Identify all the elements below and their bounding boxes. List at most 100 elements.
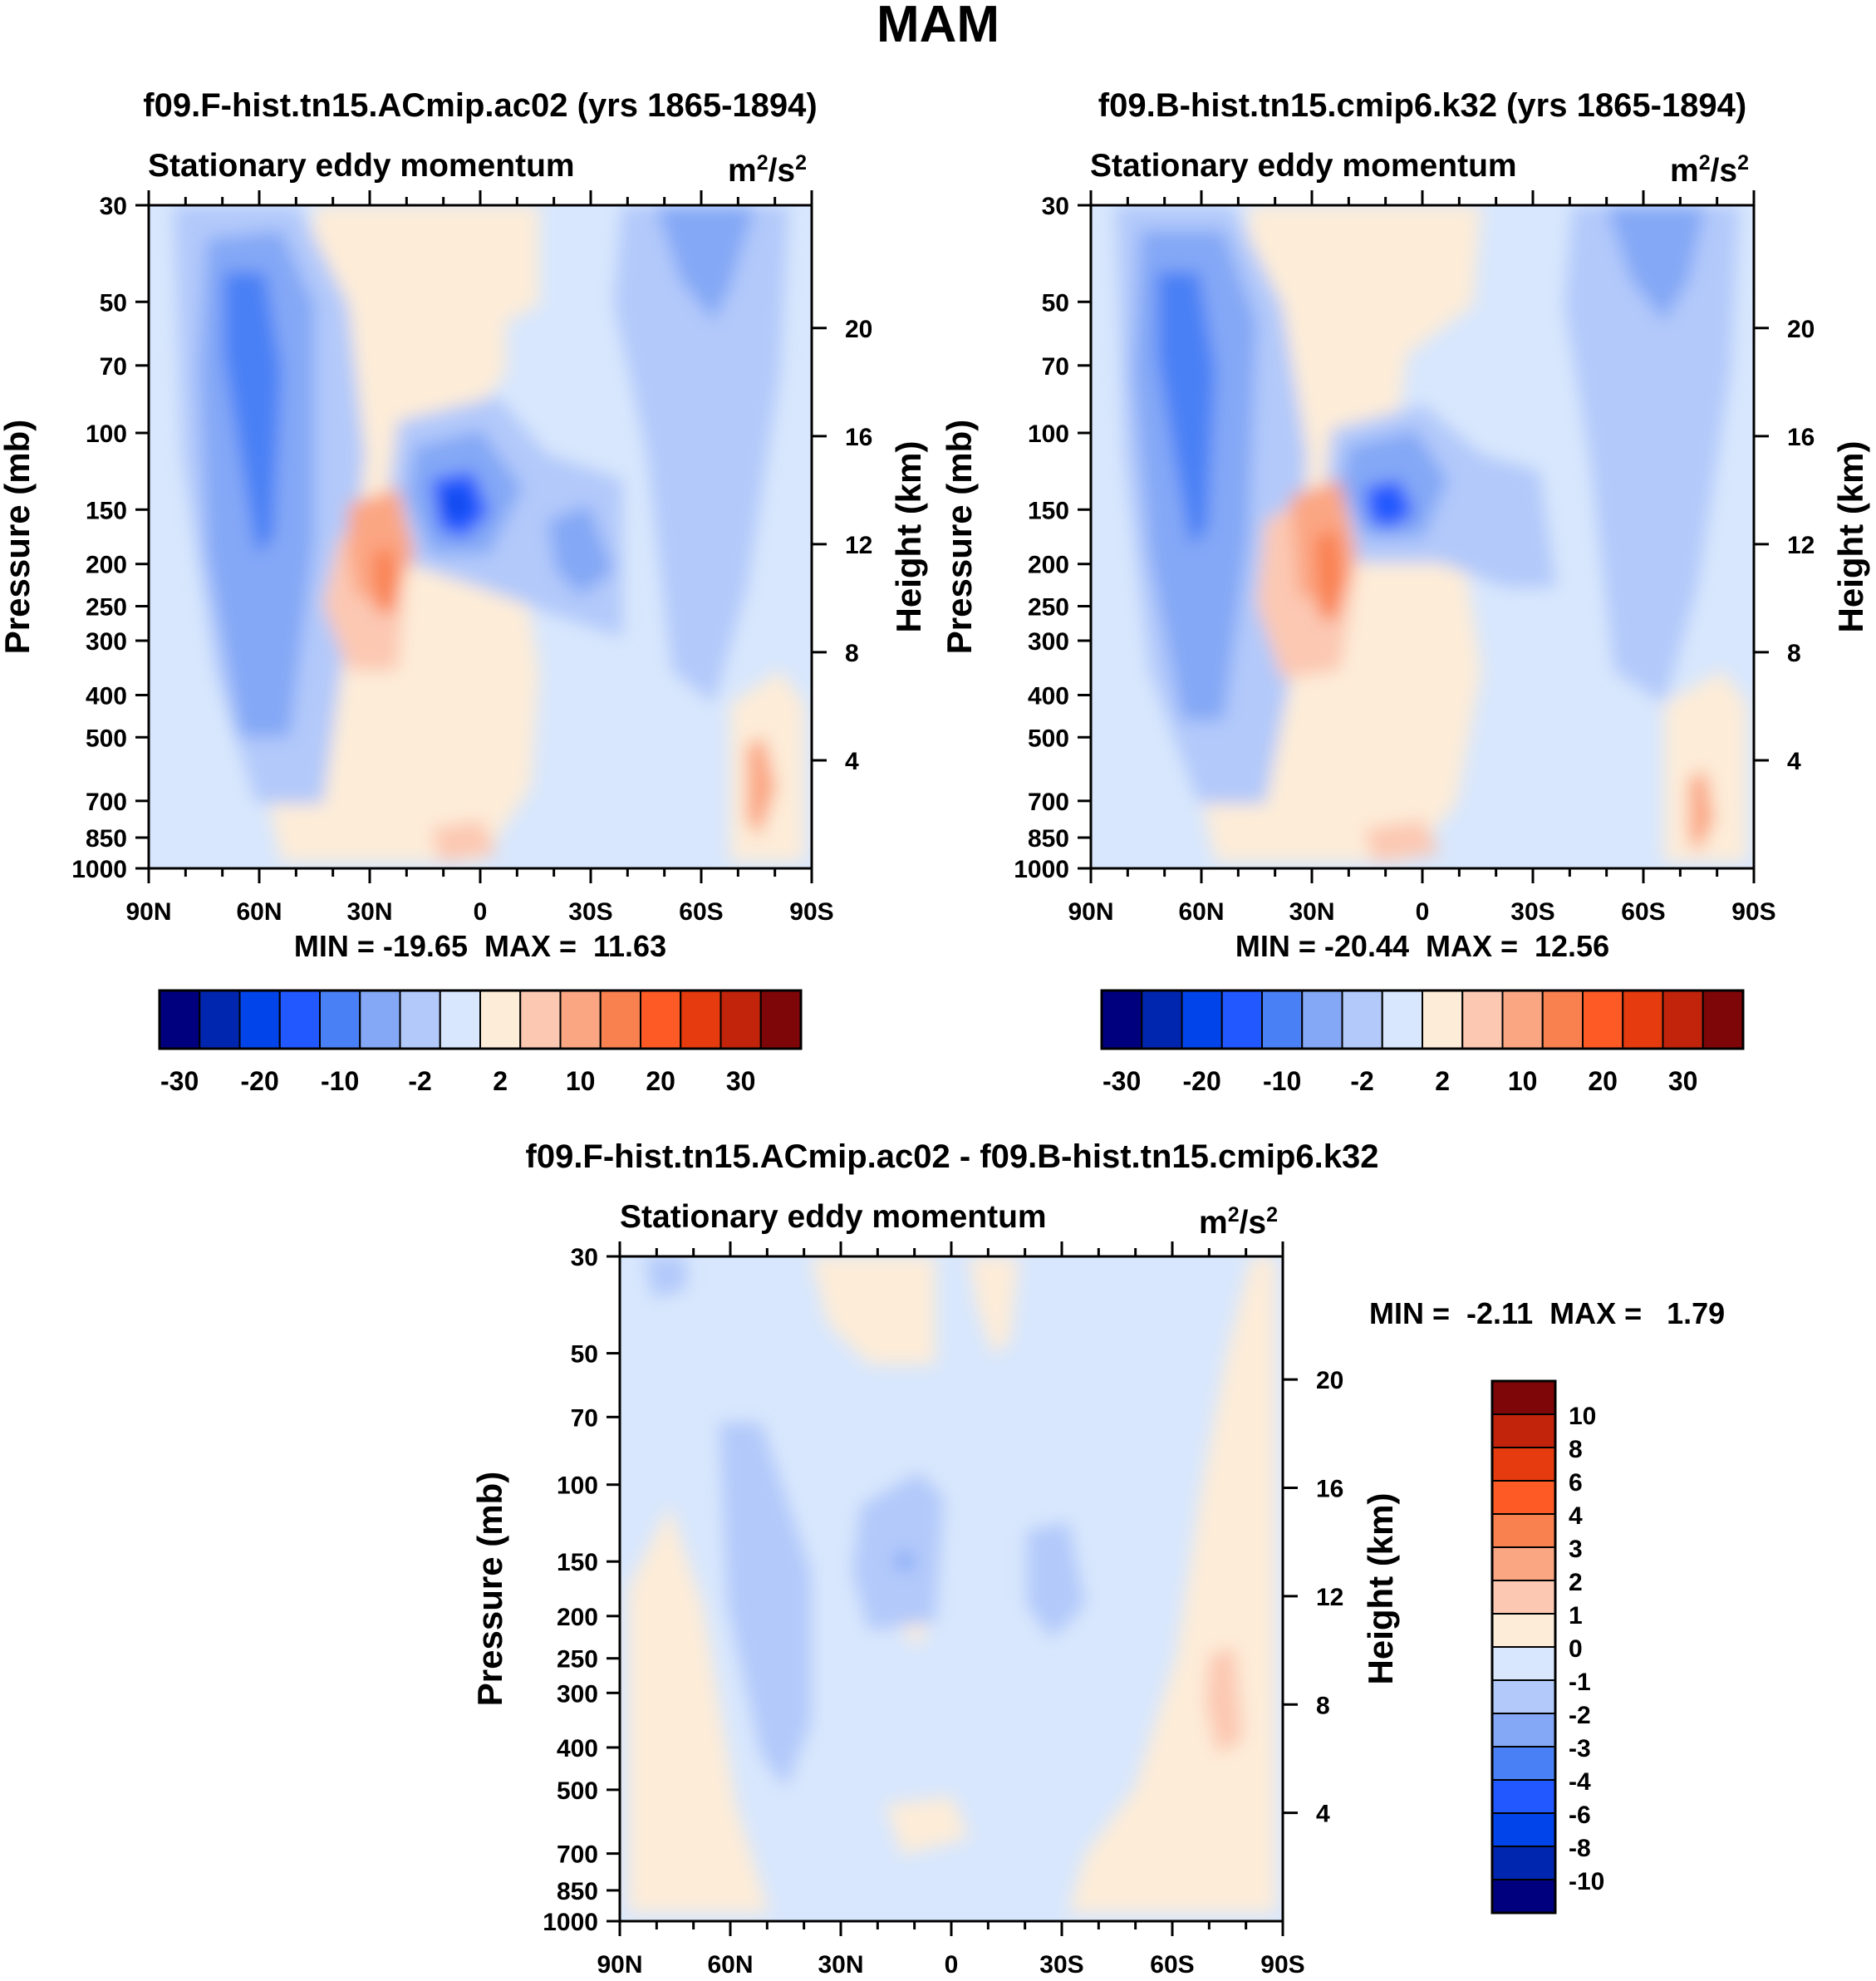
ylabel-pressure: Pressure (mb)	[0, 420, 37, 654]
positive-region	[498, 205, 539, 322]
colorbar-label: -1	[1569, 1669, 1591, 1696]
colorbar-swatch	[1491, 1413, 1556, 1448]
y-tick-label: 700	[1028, 789, 1069, 816]
colorbar-swatch	[1582, 990, 1624, 1049]
colorbar-label: -2	[408, 1066, 431, 1096]
positive-region	[431, 820, 498, 862]
colorbar-swatch	[1301, 990, 1343, 1049]
height-tick-label: 20	[845, 316, 872, 343]
y-tick-label: 700	[557, 1841, 598, 1869]
colorbar-swatch	[1491, 1546, 1556, 1581]
colorbar-label: 8	[1569, 1436, 1583, 1463]
panel-subtitle: f09.F-hist.tn15.ACmip.ac02 (yrs 1865-189…	[143, 87, 817, 124]
colorbar-label: -3	[1569, 1735, 1591, 1762]
y-tick-label: 70	[100, 353, 127, 381]
colorbar-label: -20	[241, 1066, 279, 1096]
y-tick-label: 700	[86, 789, 127, 816]
colorbar-swatch	[599, 990, 641, 1049]
panel-control: f09.F-hist.tn15.ACmip.ac02 (yrs 1865-189…	[0, 87, 928, 1096]
panel-subtitle: f09.F-hist.tn15.ACmip.ac02 - f09.B-hist.…	[526, 1138, 1379, 1175]
height-tick-label: 16	[1316, 1476, 1343, 1503]
colorbar-swatch	[1491, 1613, 1556, 1648]
y-tick-label: 100	[557, 1472, 598, 1500]
colorbar-swatch	[359, 990, 401, 1049]
colorbar-frame	[1490, 1379, 1557, 1915]
colorbar-swatch	[1220, 990, 1263, 1049]
y-tick-label: 100	[1028, 420, 1069, 448]
height-tick-label: 20	[1787, 316, 1815, 343]
colorbar-swatch	[1461, 990, 1504, 1049]
axes: 30 50 70 100 150 200 250 300 400 500 700 850 1000 20 1…	[1014, 190, 1815, 926]
negative-region	[1365, 479, 1415, 529]
x-tick-label: 90S	[1260, 1951, 1304, 1979]
x-tick-label: 60N	[236, 898, 282, 926]
positive-region	[1664, 671, 1747, 862]
positive-region	[1206, 1647, 1243, 1755]
colorbar-swatch	[1501, 990, 1544, 1049]
height-tick-label: 8	[1787, 640, 1801, 667]
y-tick-label: 500	[1028, 725, 1069, 752]
colorbar-swatch	[519, 990, 562, 1049]
colorbar-swatch	[1491, 1380, 1556, 1415]
height-tick-label: 16	[1787, 424, 1815, 451]
panel-subtitle: f09.B-hist.tn15.cmip6.k32 (yrs 1865-1894…	[1098, 87, 1746, 124]
height-tick-label: 20	[1316, 1367, 1343, 1394]
negative-region	[614, 205, 788, 704]
x-tick-label: 60N	[707, 1951, 753, 1979]
y-tick-label: 250	[557, 1646, 598, 1674]
units-label: m2/s2	[728, 151, 807, 189]
x-tick-label: 90S	[1731, 898, 1775, 926]
height-tick-label: 12	[845, 532, 872, 559]
colorbar-swatch	[1261, 990, 1304, 1049]
y-tick-label: 1000	[543, 1909, 598, 1936]
negative-region	[1564, 205, 1739, 704]
height-tick-label: 12	[1316, 1584, 1343, 1611]
colorbar-label: 10	[566, 1066, 596, 1096]
colorbar-label: 10	[1569, 1403, 1596, 1430]
colorbar-swatch	[719, 990, 762, 1049]
y-tick-label: 400	[1028, 682, 1069, 710]
y-tick-label: 500	[557, 1777, 598, 1805]
colorbar-swatch	[1491, 1812, 1556, 1847]
height-tick-label: 8	[1316, 1692, 1330, 1719]
axes: 30 50 70 100 150 200 250 300 400 500 700 850 1000 20 1…	[71, 190, 872, 926]
y-tick-label: 400	[557, 1735, 598, 1762]
negative-region	[645, 1256, 686, 1298]
colorbar: -30 -20 -10 -2 2 10 20 30	[1100, 989, 1745, 1096]
positive-region	[747, 737, 776, 837]
positive-region	[348, 488, 415, 604]
height-tick-label: 8	[845, 640, 859, 667]
negative-region	[894, 1551, 915, 1571]
colorbar-swatch	[1181, 990, 1223, 1049]
colorbar-swatch	[759, 990, 802, 1049]
colorbar-label: -6	[1569, 1802, 1591, 1829]
y-tick-label: 150	[557, 1549, 598, 1576]
y-tick-label: 100	[86, 420, 127, 448]
y-tick-label: 850	[86, 825, 127, 853]
colorbar-swatch	[479, 990, 522, 1049]
colorbar-label: 30	[726, 1066, 756, 1096]
colorbar-label: 0	[1569, 1635, 1583, 1663]
x-tick-label: 30S	[1039, 1951, 1083, 1979]
colorbar-swatch	[238, 990, 281, 1049]
colorbar-label: -2	[1350, 1066, 1373, 1096]
y-tick-label: 200	[1028, 552, 1069, 579]
colorbar-swatch	[1702, 990, 1744, 1049]
y-tick-label: 250	[1028, 594, 1069, 622]
colorbar-label: 10	[1508, 1066, 1538, 1096]
negative-region	[1157, 272, 1215, 546]
figure-title: MAM	[877, 0, 999, 53]
colorbar-label: 2	[1569, 1569, 1583, 1596]
x-tick-label: 30S	[1510, 898, 1554, 926]
panel-left-label: Stationary eddy momentum	[1090, 148, 1517, 184]
y-tick-label: 300	[86, 628, 127, 656]
colorbar-label: -10	[1569, 1868, 1604, 1895]
negative-region	[1027, 1522, 1085, 1639]
colorbar-frame	[158, 989, 803, 1050]
ylabel-pressure: Pressure (mb)	[470, 1472, 509, 1706]
colorbar-frame	[1100, 989, 1745, 1050]
x-tick-label: 90S	[789, 898, 833, 926]
colorbar-label: -10	[1263, 1066, 1301, 1096]
x-tick-label: 0	[474, 898, 488, 926]
